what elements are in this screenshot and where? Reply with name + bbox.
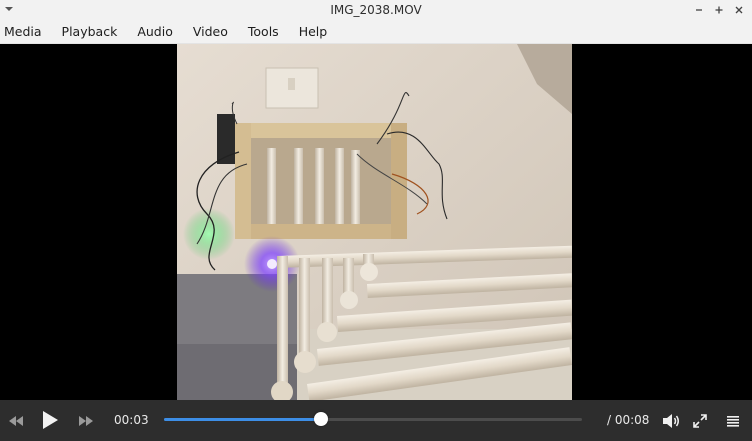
seek-handle[interactable]: [313, 412, 328, 426]
close-icon[interactable]: [732, 3, 746, 17]
seek-bar-fill: [164, 418, 321, 421]
current-time: 00:03: [114, 413, 149, 427]
playlist-icon[interactable]: [723, 411, 743, 431]
menu-video[interactable]: Video: [192, 24, 228, 39]
menu-media[interactable]: Media: [4, 24, 42, 39]
video-frame: [177, 44, 572, 400]
rewind-icon[interactable]: [6, 411, 26, 431]
title-bar: IMG_2038.MOV: [0, 0, 752, 20]
window-title: IMG_2038.MOV: [330, 3, 422, 17]
menu-bar: Media Playback Audio Video Tools Help: [0, 20, 752, 44]
fast-forward-icon[interactable]: [76, 411, 96, 431]
volume-icon[interactable]: [661, 411, 681, 431]
menu-help[interactable]: Help: [298, 24, 328, 39]
menu-playback[interactable]: Playback: [61, 24, 118, 39]
menu-audio[interactable]: Audio: [137, 24, 173, 39]
seek-bar[interactable]: [164, 412, 582, 426]
fullscreen-icon[interactable]: [690, 411, 710, 431]
chevron-down-icon[interactable]: [4, 4, 14, 14]
menu-tools[interactable]: Tools: [247, 24, 279, 39]
control-bar: 00:03 / 00:08: [0, 400, 752, 441]
total-time: / 00:08: [607, 413, 650, 427]
video-area[interactable]: [0, 44, 752, 400]
play-icon[interactable]: [38, 408, 62, 432]
maximize-icon[interactable]: [712, 3, 726, 17]
minimize-icon[interactable]: [692, 3, 706, 17]
